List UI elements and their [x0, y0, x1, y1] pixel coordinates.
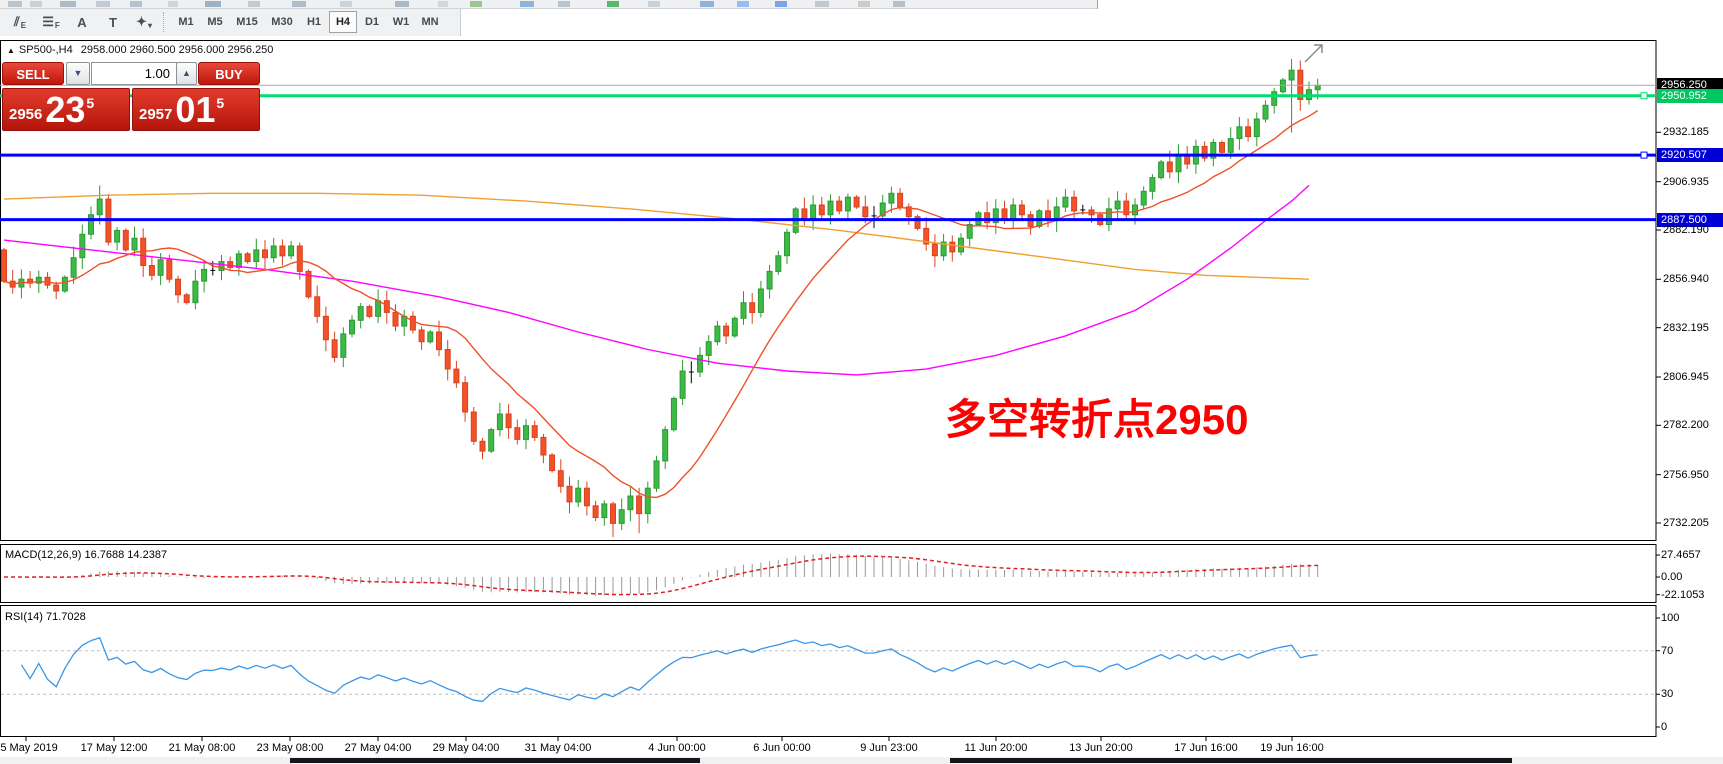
clipped-icon-fragment: [775, 1, 787, 7]
clipped-icon-fragment: [248, 1, 260, 7]
timeframe-button-w1[interactable]: W1: [392, 16, 410, 28]
timeframe-button-d1[interactable]: D1: [364, 16, 380, 28]
timeframe-button-m5[interactable]: M5: [207, 16, 223, 28]
sell-price-prefix: 2956: [9, 106, 43, 123]
clipped-icon-fragment: [205, 1, 221, 7]
timeframe-button-m1[interactable]: M1: [178, 16, 194, 28]
buy-price-prefix: 2957: [139, 106, 173, 123]
clipped-icon-fragment: [8, 1, 22, 7]
sell-button[interactable]: SELL: [2, 62, 64, 85]
text-tool[interactable]: A: [77, 14, 87, 30]
clipped-icon-fragment: [470, 1, 482, 7]
clipped-icon-fragment: [893, 1, 905, 7]
timeframe-button-m30[interactable]: M30: [271, 16, 293, 28]
buy-button[interactable]: BUY: [198, 62, 260, 85]
timeframe-button-mn[interactable]: MN: [421, 16, 439, 28]
clipped-icon-fragment: [395, 1, 409, 7]
clipped-icon-fragment: [130, 1, 142, 7]
clipped-icon-fragment: [858, 1, 870, 7]
clipped-icon-fragment: [520, 1, 534, 7]
clipped-icon-fragment: [96, 1, 110, 7]
clipped-icon-fragment: [292, 1, 306, 7]
fibonacci-tool[interactable]: ☰ F: [42, 14, 60, 30]
toolbar-separator: [163, 12, 164, 32]
buy-price-tile[interactable]: 2957 01 5: [132, 88, 260, 131]
sell-price-point: 5: [86, 95, 95, 111]
clipped-icon-fragment: [700, 1, 714, 7]
drawing-and-timeframe-toolbar: ⫽ E ☰ F A T ✦ ▾ M1 M5 M15 M30 H1 H4 D1 W1 MN: [0, 9, 461, 36]
volume-input[interactable]: [91, 62, 177, 85]
buy-price-point: 5: [216, 95, 225, 111]
clipped-icon-fragment: [340, 1, 352, 7]
clipped-window-edge: [290, 758, 700, 763]
clipped-window-edge: [950, 758, 1512, 763]
clipped-bottom-edge: [0, 757, 1723, 764]
arrows-tool[interactable]: ✦ ▾: [136, 14, 152, 30]
clipped-icon-fragment: [60, 1, 76, 7]
buy-price-pips: 01: [175, 89, 216, 130]
timeframe-button-h1[interactable]: H1: [306, 16, 322, 28]
pitchfork-tool[interactable]: ⫽ E: [13, 14, 27, 30]
clipped-icon-fragment: [607, 1, 619, 7]
timeframe-button-m15[interactable]: M15: [236, 16, 258, 28]
clipped-icon-fragment: [168, 1, 178, 7]
clipped-icon-fragment: [648, 1, 660, 7]
label-tool[interactable]: T: [109, 14, 117, 30]
volume-decrease-button[interactable]: ▼: [66, 62, 90, 85]
clipped-icon-fragment: [815, 1, 829, 7]
sell-price-pips: 23: [45, 89, 86, 130]
timeframe-button-h4[interactable]: H4: [329, 11, 357, 33]
clipped-upper-toolbar: [0, 0, 1098, 9]
clipped-icon-fragment: [558, 1, 570, 7]
clipped-icon-fragment: [737, 1, 749, 7]
clipped-icon-fragment: [30, 1, 42, 7]
clipped-icon-fragment: [438, 1, 448, 7]
volume-increase-button[interactable]: ▲: [176, 62, 197, 85]
sell-price-tile[interactable]: 2956 23 5: [2, 88, 130, 131]
